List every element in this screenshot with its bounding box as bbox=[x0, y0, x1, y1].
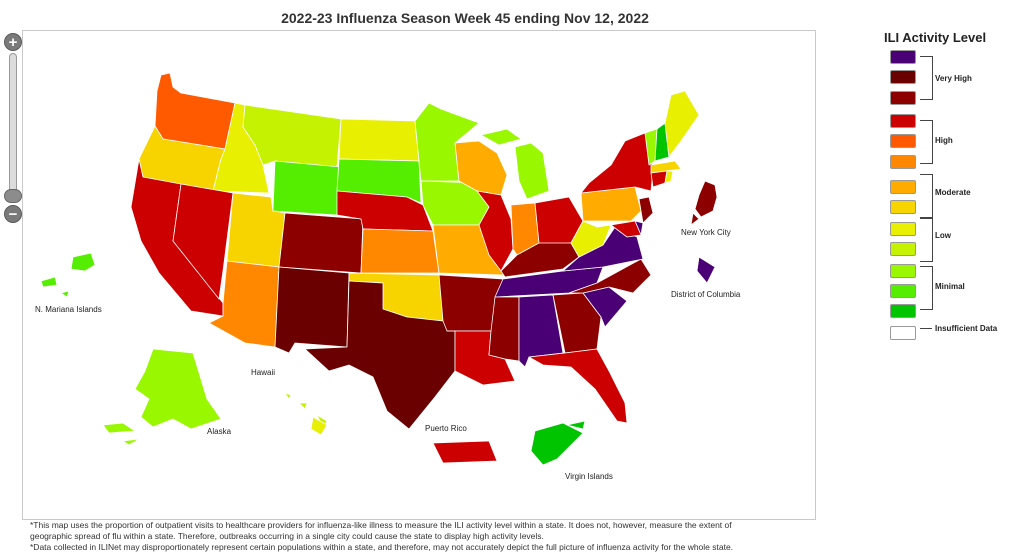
territory-virgin-islands[interactable] bbox=[530, 420, 586, 466]
state-maine[interactable] bbox=[664, 90, 700, 158]
label-puerto-rico: Puerto Rico bbox=[425, 424, 467, 433]
state-mississippi[interactable] bbox=[488, 296, 520, 362]
state-new-mexico[interactable] bbox=[274, 266, 350, 354]
zoom-out-button[interactable]: − bbox=[4, 205, 22, 223]
state-nevada[interactable] bbox=[172, 183, 234, 300]
label-district-of-columbia: District of Columbia bbox=[671, 290, 741, 299]
state-washington[interactable] bbox=[154, 72, 236, 150]
state-colorado[interactable] bbox=[278, 212, 364, 274]
zoom-slider-track[interactable] bbox=[9, 53, 17, 203]
state-south-dakota[interactable] bbox=[336, 158, 422, 204]
footnote-line-3: *Data collected in ILINet may disproport… bbox=[30, 542, 734, 552]
legend-label-moderate: Moderate bbox=[935, 188, 971, 197]
legend-label-insufficient-data: Insufficient Data bbox=[935, 324, 998, 333]
state-massachusetts[interactable] bbox=[650, 160, 682, 174]
state-virginia[interactable] bbox=[562, 226, 644, 272]
legend-swatch bbox=[890, 50, 916, 64]
zoom-slider-thumb[interactable] bbox=[4, 189, 22, 203]
legend-bracket-low bbox=[920, 218, 933, 262]
map-frame[interactable]: N. Mariana Islands Hawaii Alaska Puerto … bbox=[22, 30, 816, 520]
legend-swatch bbox=[890, 91, 916, 105]
label-hawaii: Hawaii bbox=[251, 368, 275, 377]
label-alaska: Alaska bbox=[207, 427, 232, 436]
state-north-carolina[interactable] bbox=[568, 258, 652, 294]
territory-n-mariana-islands[interactable] bbox=[40, 252, 96, 298]
territory-alaska-chain[interactable] bbox=[102, 422, 140, 446]
label-n-mariana-islands: N. Mariana Islands bbox=[35, 305, 102, 314]
zoom-control: + − bbox=[4, 33, 22, 225]
territory-district-of-columbia[interactable] bbox=[696, 256, 716, 284]
legend-swatch bbox=[890, 70, 916, 84]
territory-alaska[interactable] bbox=[134, 348, 222, 430]
state-florida[interactable] bbox=[528, 348, 628, 424]
map-title: 2022-23 Influenza Season Week 45 ending … bbox=[281, 10, 649, 26]
state-wyoming[interactable] bbox=[272, 160, 342, 216]
legend-line-insufficient bbox=[920, 328, 932, 329]
legend-title: ILI Activity Level bbox=[884, 30, 987, 45]
label-virgin-islands: Virgin Islands bbox=[565, 472, 613, 481]
legend-swatch bbox=[890, 114, 916, 128]
footnote-line-2: geographic spread of flu within a state.… bbox=[30, 531, 544, 541]
state-connecticut[interactable] bbox=[650, 170, 668, 188]
state-kansas[interactable] bbox=[360, 228, 440, 274]
legend-swatch bbox=[890, 284, 916, 298]
legend-swatch bbox=[890, 326, 916, 340]
zoom-in-button[interactable]: + bbox=[4, 33, 22, 51]
territory-puerto-rico[interactable] bbox=[432, 440, 498, 464]
state-new-jersey[interactable] bbox=[638, 196, 654, 224]
legend-swatch bbox=[890, 304, 916, 318]
state-maryland[interactable] bbox=[610, 220, 642, 238]
legend-bracket-minimal bbox=[920, 266, 933, 310]
legend-bracket-moderate bbox=[920, 174, 933, 218]
legend-swatch bbox=[890, 222, 916, 236]
legend-label-very-high: Very High bbox=[935, 74, 972, 83]
state-rhode-island[interactable] bbox=[664, 170, 674, 184]
legend-swatch bbox=[890, 134, 916, 148]
legend-swatch bbox=[890, 264, 916, 278]
legend-swatch bbox=[890, 242, 916, 256]
state-michigan[interactable] bbox=[480, 128, 550, 200]
legend-swatch bbox=[890, 180, 916, 194]
legend-label-high: High bbox=[935, 136, 953, 145]
state-new-york[interactable] bbox=[580, 132, 654, 194]
legend-swatch bbox=[890, 200, 916, 214]
legend-bracket-very-high bbox=[920, 56, 933, 100]
us-map[interactable]: N. Mariana Islands Hawaii Alaska Puerto … bbox=[23, 31, 815, 519]
legend-bracket-high bbox=[920, 120, 933, 164]
state-texas[interactable] bbox=[304, 280, 456, 430]
legend-label-minimal: Minimal bbox=[935, 282, 965, 291]
state-wisconsin[interactable] bbox=[454, 140, 508, 196]
legend-label-low: Low bbox=[935, 231, 951, 240]
territory-new-york-city[interactable] bbox=[690, 180, 718, 226]
legend: ILI Activity Level Very High High Modera… bbox=[880, 28, 1020, 348]
footnote-line-1: *This map uses the proportion of outpati… bbox=[30, 520, 732, 530]
legend-swatch bbox=[890, 155, 916, 169]
state-north-dakota[interactable] bbox=[338, 118, 420, 162]
territory-hawaii-big-island[interactable] bbox=[310, 416, 328, 436]
label-new-york-city: New York City bbox=[681, 228, 731, 237]
